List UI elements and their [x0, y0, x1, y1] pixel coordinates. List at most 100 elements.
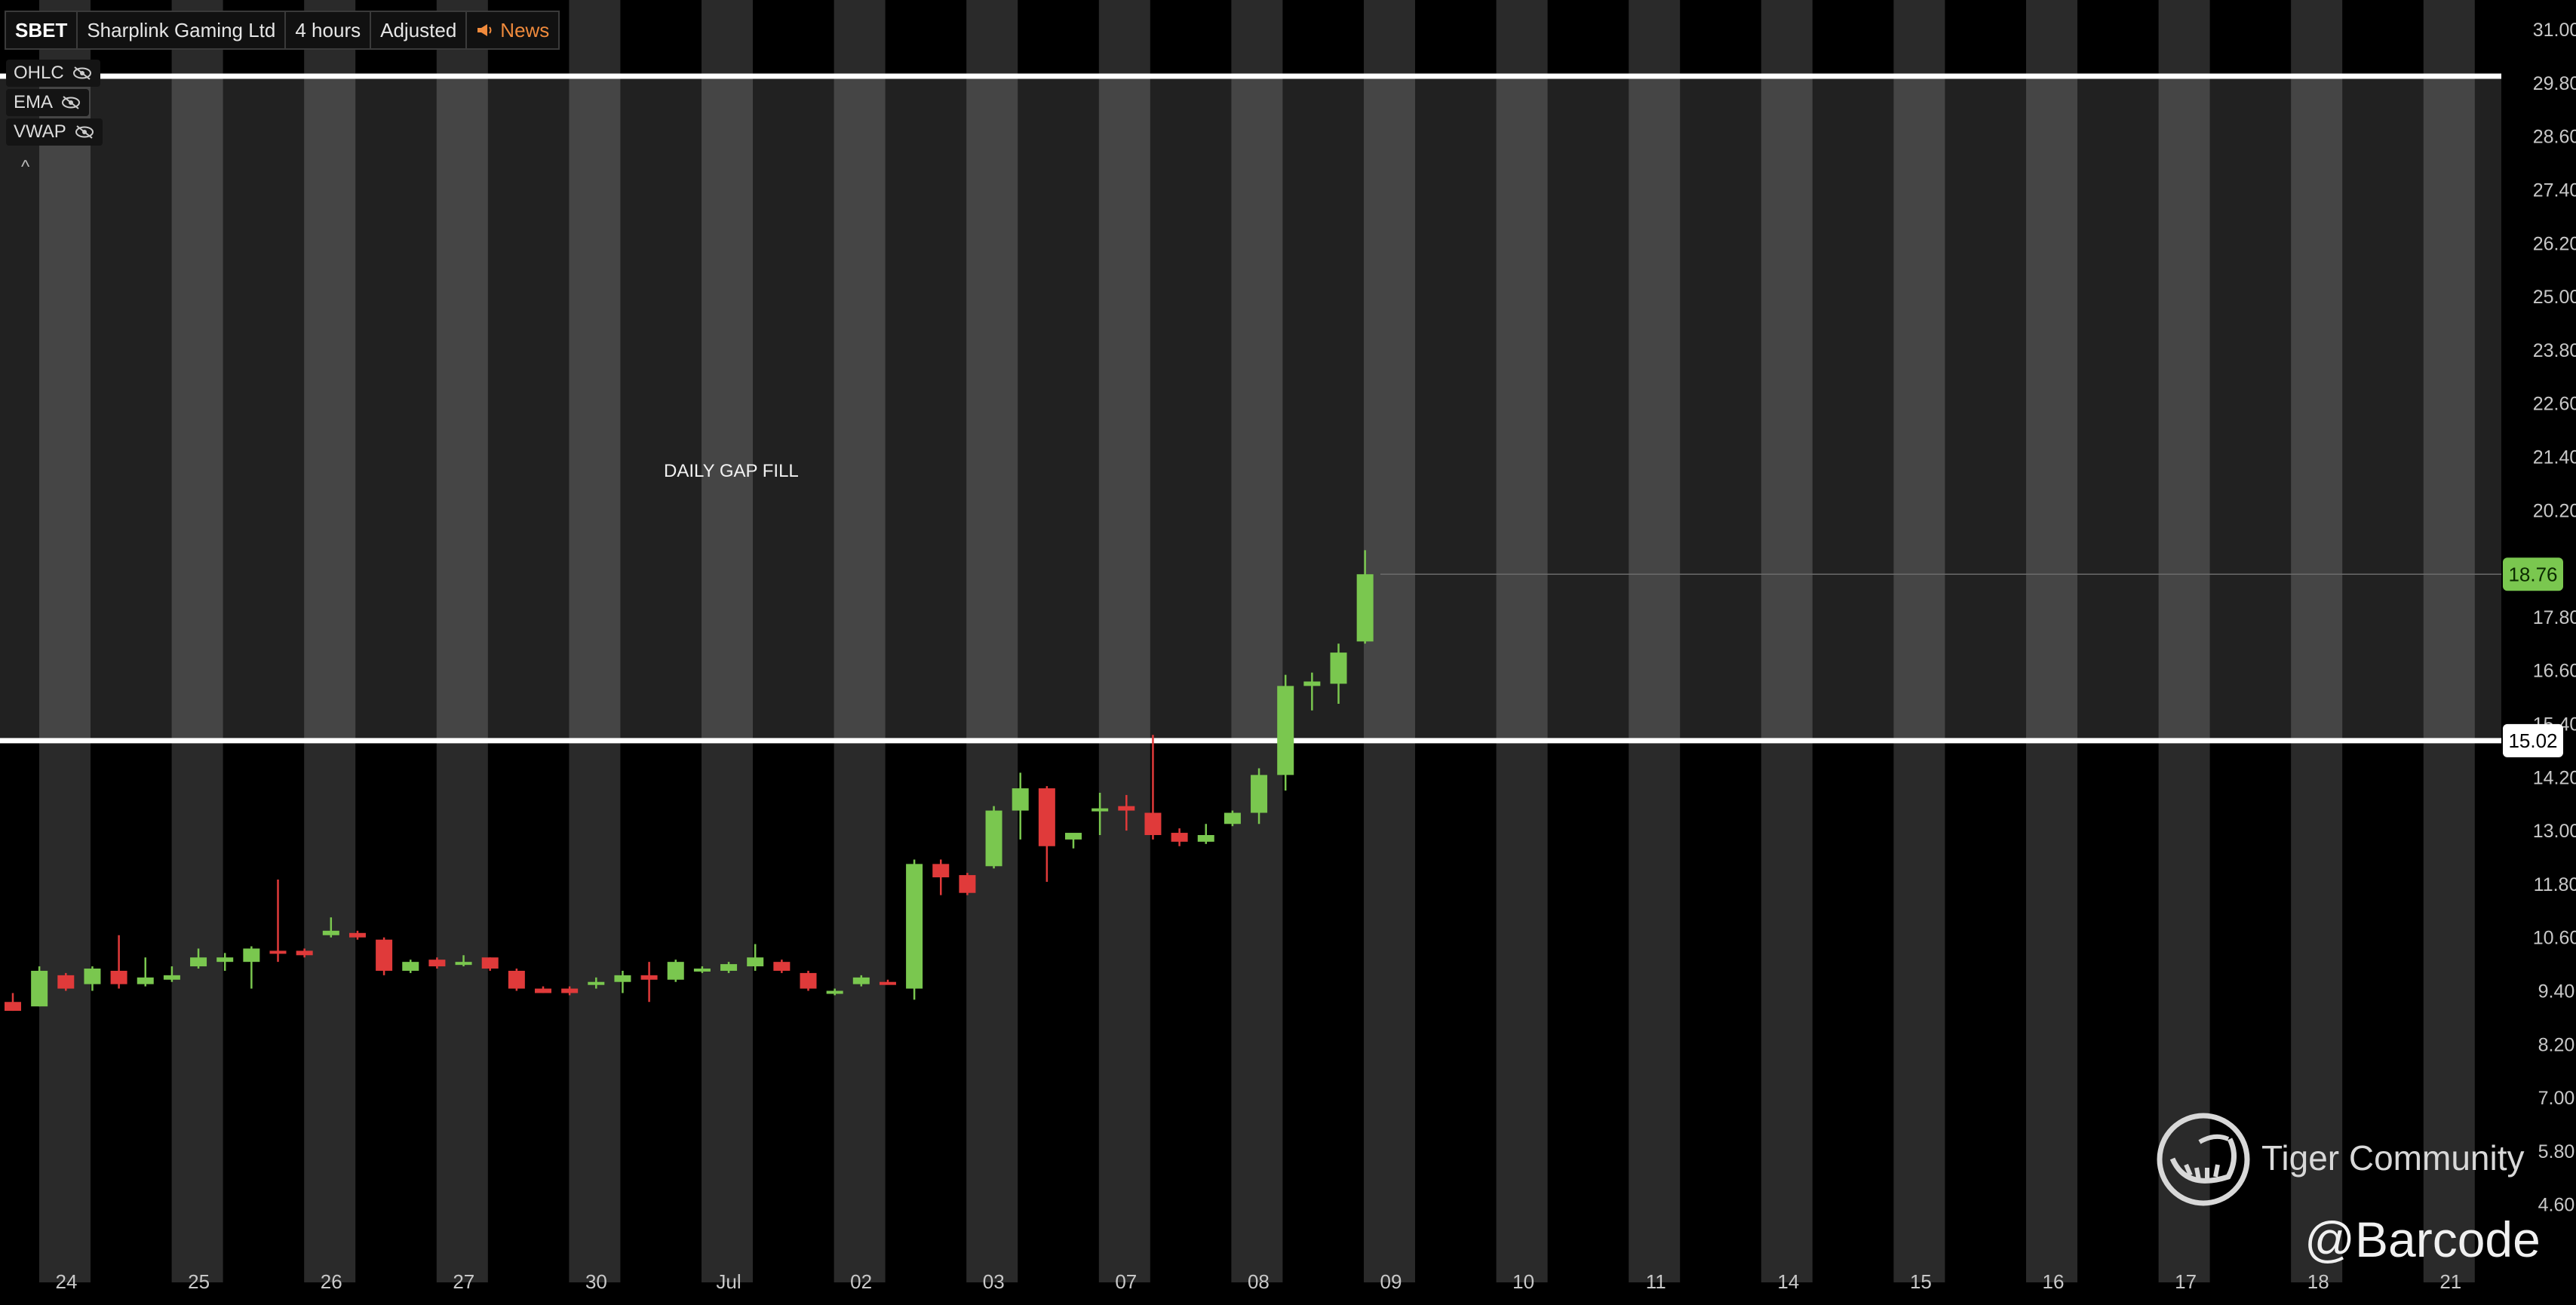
y-tick-label: 17.80 [2533, 607, 2576, 628]
candle [852, 975, 870, 987]
y-tick-label: 4.60 [2538, 1195, 2575, 1216]
last-price-tag-bg [2503, 557, 2563, 591]
candle-body [296, 950, 313, 956]
day-band [39, 0, 91, 1282]
candle-body [322, 930, 339, 935]
x-tick-label: 18 [2307, 1270, 2329, 1293]
y-tick-label: 10.60 [2533, 928, 2576, 949]
candle [216, 953, 234, 971]
candle [640, 962, 658, 1003]
candle-body [1038, 788, 1055, 846]
candle-body [137, 977, 154, 984]
candle [137, 957, 154, 987]
eye-slash-icon[interactable] [74, 124, 95, 140]
line-price-tag-bg [2503, 723, 2563, 757]
x-tick-label: 30 [585, 1270, 607, 1293]
eye-slash-icon[interactable] [72, 66, 93, 81]
candle-body [508, 970, 525, 989]
symbol-ticker[interactable]: SBET [6, 12, 78, 48]
candle-body [561, 988, 579, 993]
last-price-tag-text: 18.76 [2508, 563, 2557, 585]
day-band [834, 0, 886, 1282]
candle [1303, 672, 1321, 711]
candle-body [959, 875, 976, 893]
candle [826, 988, 843, 996]
candle [376, 937, 393, 975]
indicator-label: VWAP [14, 121, 66, 142]
candle-body [614, 975, 631, 982]
y-tick-label: 25.00 [2533, 287, 2576, 308]
watermark-brand: Tiger Community [2261, 1138, 2525, 1178]
candle-body [1303, 681, 1321, 686]
day-band [304, 0, 356, 1282]
day-band [2291, 0, 2343, 1282]
candle-body [1091, 808, 1109, 812]
x-tick-label: 11 [1646, 1270, 1666, 1293]
megaphone-icon [477, 24, 492, 36]
company-name: Sharplink Gaming Ltd [78, 12, 287, 48]
candle [720, 962, 738, 973]
candle [84, 966, 101, 991]
news-button[interactable]: News [467, 12, 558, 48]
day-band [436, 0, 488, 1282]
candle-body [5, 1002, 21, 1012]
candle [243, 946, 260, 989]
candle-body [747, 957, 764, 967]
candle-body [932, 864, 950, 878]
candle [31, 966, 48, 1007]
gap-zone-label: DAILY GAP FILL [664, 461, 799, 481]
x-tick-label: 14 [1777, 1270, 1799, 1293]
indicator-label: OHLC [14, 63, 64, 83]
indicator-ema[interactable]: EMA [6, 89, 90, 116]
y-tick-label: 27.40 [2533, 180, 2576, 201]
candle [190, 948, 207, 969]
day-band [2026, 0, 2077, 1282]
x-tick-label: 17 [2175, 1270, 2197, 1293]
candle [269, 880, 287, 963]
candle [296, 948, 313, 958]
candle [667, 960, 684, 982]
candle [535, 986, 551, 993]
candle [773, 960, 791, 973]
day-band [1496, 0, 1548, 1282]
candle [932, 859, 950, 895]
eye-slash-icon[interactable] [60, 95, 81, 110]
candle [322, 917, 339, 938]
day-band [1761, 0, 1813, 1282]
adjustment-toggle[interactable]: Adjusted [371, 12, 468, 48]
collapse-indicators-button[interactable]: ^ [21, 157, 30, 177]
line-price-tag: 15.02 [2503, 723, 2563, 757]
candle [1091, 792, 1109, 835]
y-tick-label: 31.00 [2533, 20, 2576, 41]
indicator-ohlc[interactable]: OHLC [6, 60, 100, 87]
candle-body [428, 960, 446, 967]
candle-body [1251, 775, 1268, 813]
x-tick-label: 15 [1910, 1270, 1932, 1293]
x-tick-label: 09 [1380, 1270, 1402, 1293]
candle [1251, 768, 1268, 824]
candle [588, 977, 605, 989]
interval-selector[interactable]: 4 hours [286, 12, 372, 48]
y-tick-label: 14.20 [2533, 767, 2576, 788]
candle-body [1224, 812, 1241, 824]
x-tick-label: 07 [1115, 1270, 1137, 1293]
day-band [1098, 0, 1150, 1282]
x-tick-label: Jul [716, 1270, 741, 1293]
candle [747, 944, 764, 971]
x-tick-label: 25 [188, 1270, 210, 1293]
indicator-vwap[interactable]: VWAP [6, 118, 103, 146]
y-tick-label: 13.00 [2533, 821, 2576, 842]
y-tick-label: 22.60 [2533, 394, 2576, 415]
day-band [1893, 0, 1945, 1282]
candle [348, 930, 366, 940]
candle-body [906, 864, 923, 989]
candle-body [243, 948, 260, 963]
y-tick-label: 28.60 [2533, 127, 2576, 148]
candle-body [163, 975, 180, 980]
candle-body [57, 975, 75, 989]
y-tick-label: 7.00 [2538, 1088, 2575, 1109]
candle-body [985, 810, 1002, 867]
candle [1171, 828, 1188, 846]
